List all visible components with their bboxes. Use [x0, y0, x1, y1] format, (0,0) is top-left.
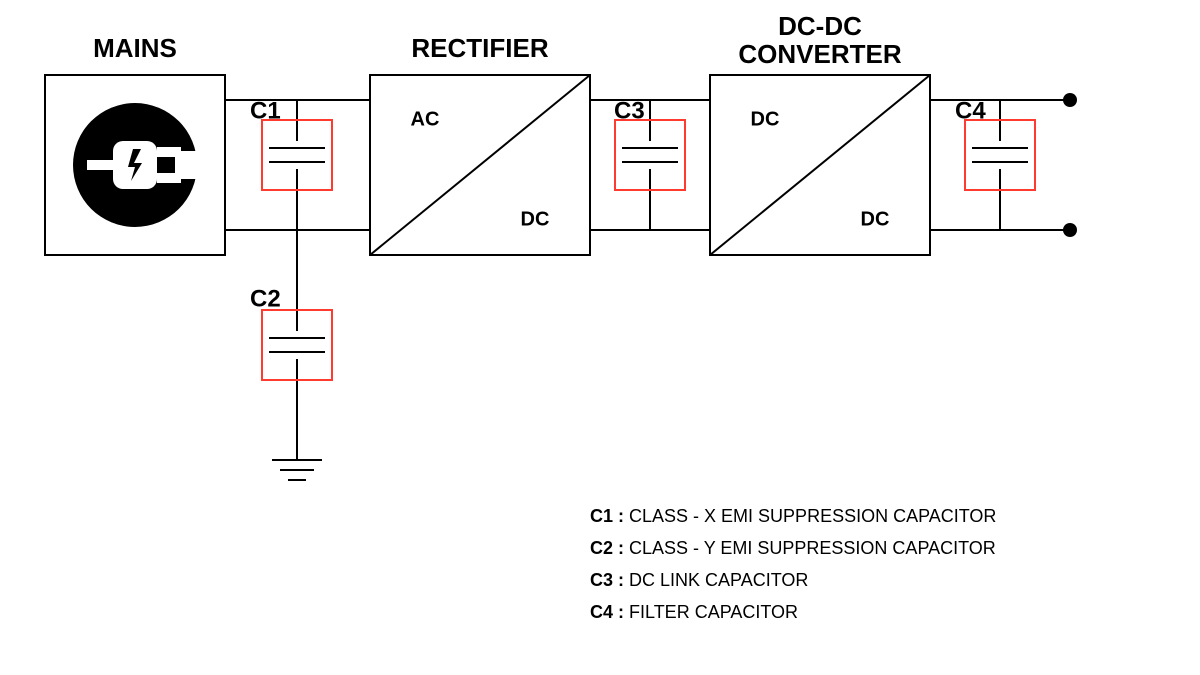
dcdc-out-label: DC [861, 208, 890, 230]
capacitor-c1-label: C1 [250, 97, 281, 124]
dcdc-title-1: DC-DC [778, 11, 862, 41]
dcdc-block: DC DC [710, 75, 930, 255]
legend-key: C1 : [590, 506, 624, 526]
dcdc-title-2: CONVERTER [738, 39, 901, 69]
capacitor-c3: C3 [614, 97, 685, 230]
capacitor-c4-label: C4 [955, 97, 986, 124]
rectifier-in-label: AC [411, 108, 440, 130]
legend-text: CLASS - X EMI SUPPRESSION CAPACITOR [624, 506, 996, 526]
legend-row: C4 : FILTER CAPACITOR [590, 596, 996, 628]
capacitor-c4: C4 [955, 97, 1035, 230]
legend-text: CLASS - Y EMI SUPPRESSION CAPACITOR [624, 538, 996, 558]
rectifier-block: AC DC [370, 75, 590, 255]
dcdc-in-label: DC [751, 108, 780, 130]
output-terminal-bot [1063, 223, 1077, 237]
rectifier-out-label: DC [521, 208, 550, 230]
legend-row: C3 : DC LINK CAPACITOR [590, 564, 996, 596]
mains-block [45, 75, 225, 255]
legend: C1 : CLASS - X EMI SUPPRESSION CAPACITOR… [590, 500, 996, 628]
mains-title: MAINS [93, 33, 177, 63]
legend-key: C4 : [590, 602, 624, 622]
capacitor-c2-label: C2 [250, 285, 281, 312]
capacitor-c3-label: C3 [614, 97, 645, 124]
rectifier-title: RECTIFIER [411, 33, 548, 63]
legend-key: C3 : [590, 570, 624, 590]
legend-text: DC LINK CAPACITOR [624, 570, 808, 590]
capacitor-c1: C1 [250, 97, 332, 230]
legend-row: C2 : CLASS - Y EMI SUPPRESSION CAPACITOR [590, 532, 996, 564]
legend-text: FILTER CAPACITOR [624, 602, 798, 622]
ground-symbol [272, 460, 322, 480]
legend-row: C1 : CLASS - X EMI SUPPRESSION CAPACITOR [590, 500, 996, 532]
legend-key: C2 : [590, 538, 624, 558]
output-terminal-top [1063, 93, 1077, 107]
